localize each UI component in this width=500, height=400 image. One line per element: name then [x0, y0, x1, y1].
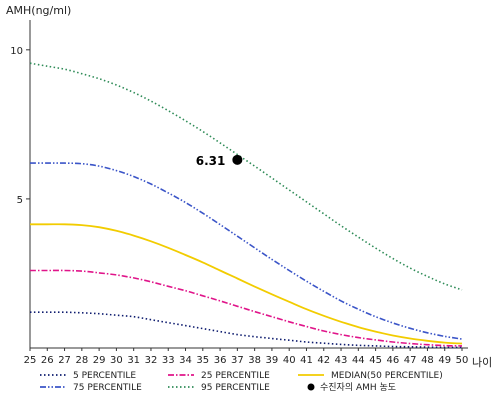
series-line-25-percentile — [29, 269, 463, 347]
series-line-95-percentile — [29, 62, 463, 291]
x-tick-label: 25 — [24, 355, 37, 366]
y-tick-label: 5 — [17, 195, 23, 206]
x-tick-label: 43 — [335, 355, 348, 366]
x-tick-label: 45 — [369, 355, 382, 366]
x-tick-label: 49 — [438, 355, 451, 366]
y-tick-label: 10 — [10, 46, 23, 57]
x-axis-title: 나이 — [472, 356, 492, 369]
legend-label: 75 PERCENTILE — [73, 383, 142, 393]
legend-marker-swatch — [307, 383, 315, 391]
x-tick-label: 39 — [266, 355, 279, 366]
x-tick-label: 33 — [162, 355, 175, 366]
x-tick-label: 34 — [179, 355, 192, 366]
marker-layer: 6.31 — [196, 154, 243, 168]
x-ticks: 25 26 27 28 29 30 31 32 33 34 35 36 37 38 39 40 41 42 43 44… — [24, 348, 469, 366]
x-tick-label: 31 — [127, 355, 140, 366]
x-tick-label: 41 — [300, 355, 313, 366]
legend-label: 수진자의 AMH 농도 — [320, 382, 396, 393]
x-tick-label: 44 — [352, 355, 365, 366]
legend-label: 25 PERCENTILE — [201, 371, 270, 381]
x-tick-label: 48 — [421, 355, 434, 366]
x-tick-label: 38 — [248, 355, 261, 366]
legend-label: 5 PERCENTILE — [73, 371, 136, 381]
y-ticks: 5 10 — [10, 46, 30, 206]
axes: AMH(ng/ml) 나이 — [6, 4, 492, 369]
legend-label: MEDIAN(50 PERCENTILE) — [331, 371, 443, 381]
x-tick-label: 46 — [387, 355, 400, 366]
patient-amh-value-label: 6.31 — [196, 154, 226, 168]
legend-label: 95 PERCENTILE — [201, 383, 270, 393]
x-tick-label: 50 — [456, 355, 469, 366]
x-tick-label: 30 — [110, 355, 123, 366]
x-tick-label: 40 — [283, 355, 296, 366]
x-tick-label: 29 — [93, 355, 106, 366]
x-tick-label: 37 — [231, 355, 244, 366]
x-tick-label: 42 — [317, 355, 330, 366]
x-tick-label: 28 — [75, 355, 88, 366]
x-tick-label: 32 — [145, 355, 158, 366]
series-lines — [29, 62, 463, 349]
patient-amh-marker — [232, 154, 243, 165]
series-line-5-percentile — [30, 311, 463, 349]
x-tick-label: 35 — [196, 355, 209, 366]
series-line-75-percentile — [30, 162, 463, 340]
legend: 5 PERCENTILE 25 PERCENTILE MEDIAN(50 PERCE… — [40, 371, 443, 393]
x-tick-label: 27 — [58, 355, 71, 366]
y-axis-title: AMH(ng/ml) — [6, 4, 71, 17]
x-tick-label: 47 — [404, 355, 417, 366]
x-tick-label: 36 — [214, 355, 227, 366]
series-line-median-50-percentile — [29, 223, 463, 345]
x-tick-label: 26 — [41, 355, 54, 366]
